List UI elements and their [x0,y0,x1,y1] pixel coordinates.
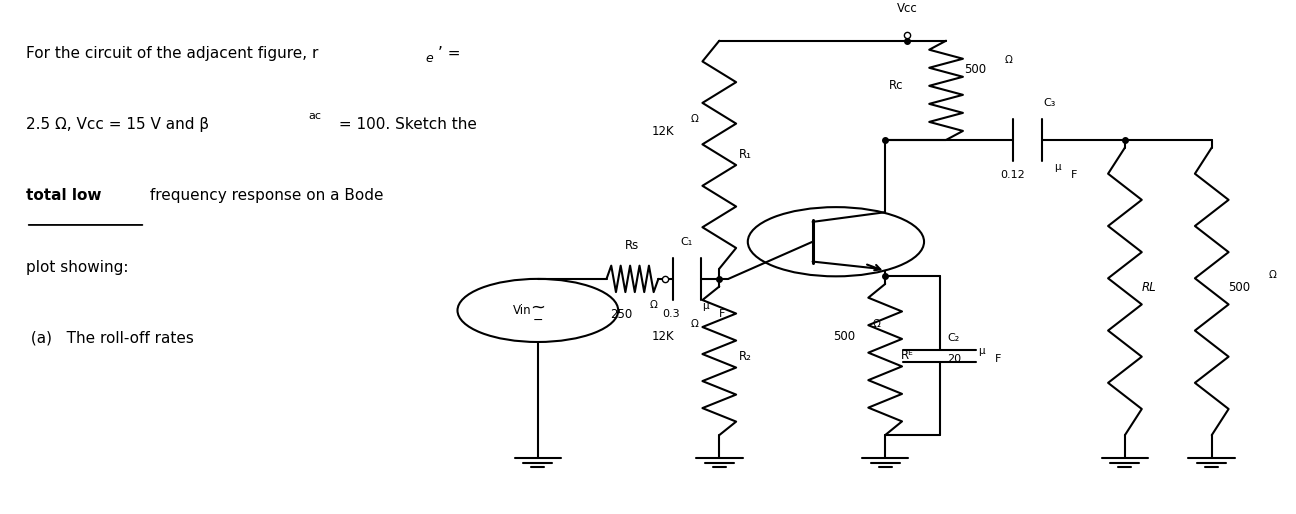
Text: Ω: Ω [691,114,699,124]
Text: For the circuit of the adjacent figure, r: For the circuit of the adjacent figure, … [26,46,319,61]
Text: total low: total low [26,188,101,204]
Text: 0.3: 0.3 [662,309,680,319]
Text: Ω: Ω [691,319,699,329]
Text: RL: RL [1142,281,1156,294]
Text: C₁: C₁ [680,237,693,247]
Text: C₃: C₃ [1043,98,1056,108]
Text: Ω: Ω [1269,270,1277,280]
Text: C₂: C₂ [947,333,959,343]
Text: e: e [425,52,433,65]
Text: 12K: 12K [652,330,674,343]
Text: F: F [719,309,726,319]
Text: Ω: Ω [1004,55,1012,65]
Text: 20: 20 [947,354,962,364]
Text: 250: 250 [610,308,632,321]
Text: ~: ~ [530,299,546,317]
Text: 2.5 Ω, Vcc = 15 V and β: 2.5 Ω, Vcc = 15 V and β [26,117,209,132]
Text: μ: μ [978,346,985,356]
Text: frequency response on a Bode: frequency response on a Bode [145,188,384,204]
Text: 500: 500 [833,330,855,343]
Text: 500: 500 [1229,281,1251,294]
Text: F: F [995,354,1002,364]
Text: Vcc: Vcc [897,2,918,15]
Text: Rᴱ: Rᴱ [901,349,914,362]
Text: Ω: Ω [649,300,657,310]
Text: Ω: Ω [872,319,880,329]
Text: plot showing:: plot showing: [26,260,128,274]
Text: Rc: Rc [889,79,903,91]
Text: ac: ac [308,111,321,121]
Text: Rs: Rs [626,240,639,252]
Text: 0.12: 0.12 [999,171,1025,180]
Text: R₁: R₁ [739,148,752,161]
Text: −: − [533,314,543,327]
Text: R₂: R₂ [739,351,752,363]
Text: Vin: Vin [513,304,531,317]
Text: ’ =: ’ = [438,46,460,61]
Text: = 100. Sketch the: = 100. Sketch the [334,117,477,132]
Text: μ: μ [1054,162,1060,172]
Text: 12K: 12K [652,125,674,138]
Text: μ: μ [702,301,709,311]
Text: (a)   The roll-off rates: (a) The roll-off rates [26,331,194,346]
Text: 500: 500 [964,63,986,77]
Text: F: F [1070,171,1077,180]
